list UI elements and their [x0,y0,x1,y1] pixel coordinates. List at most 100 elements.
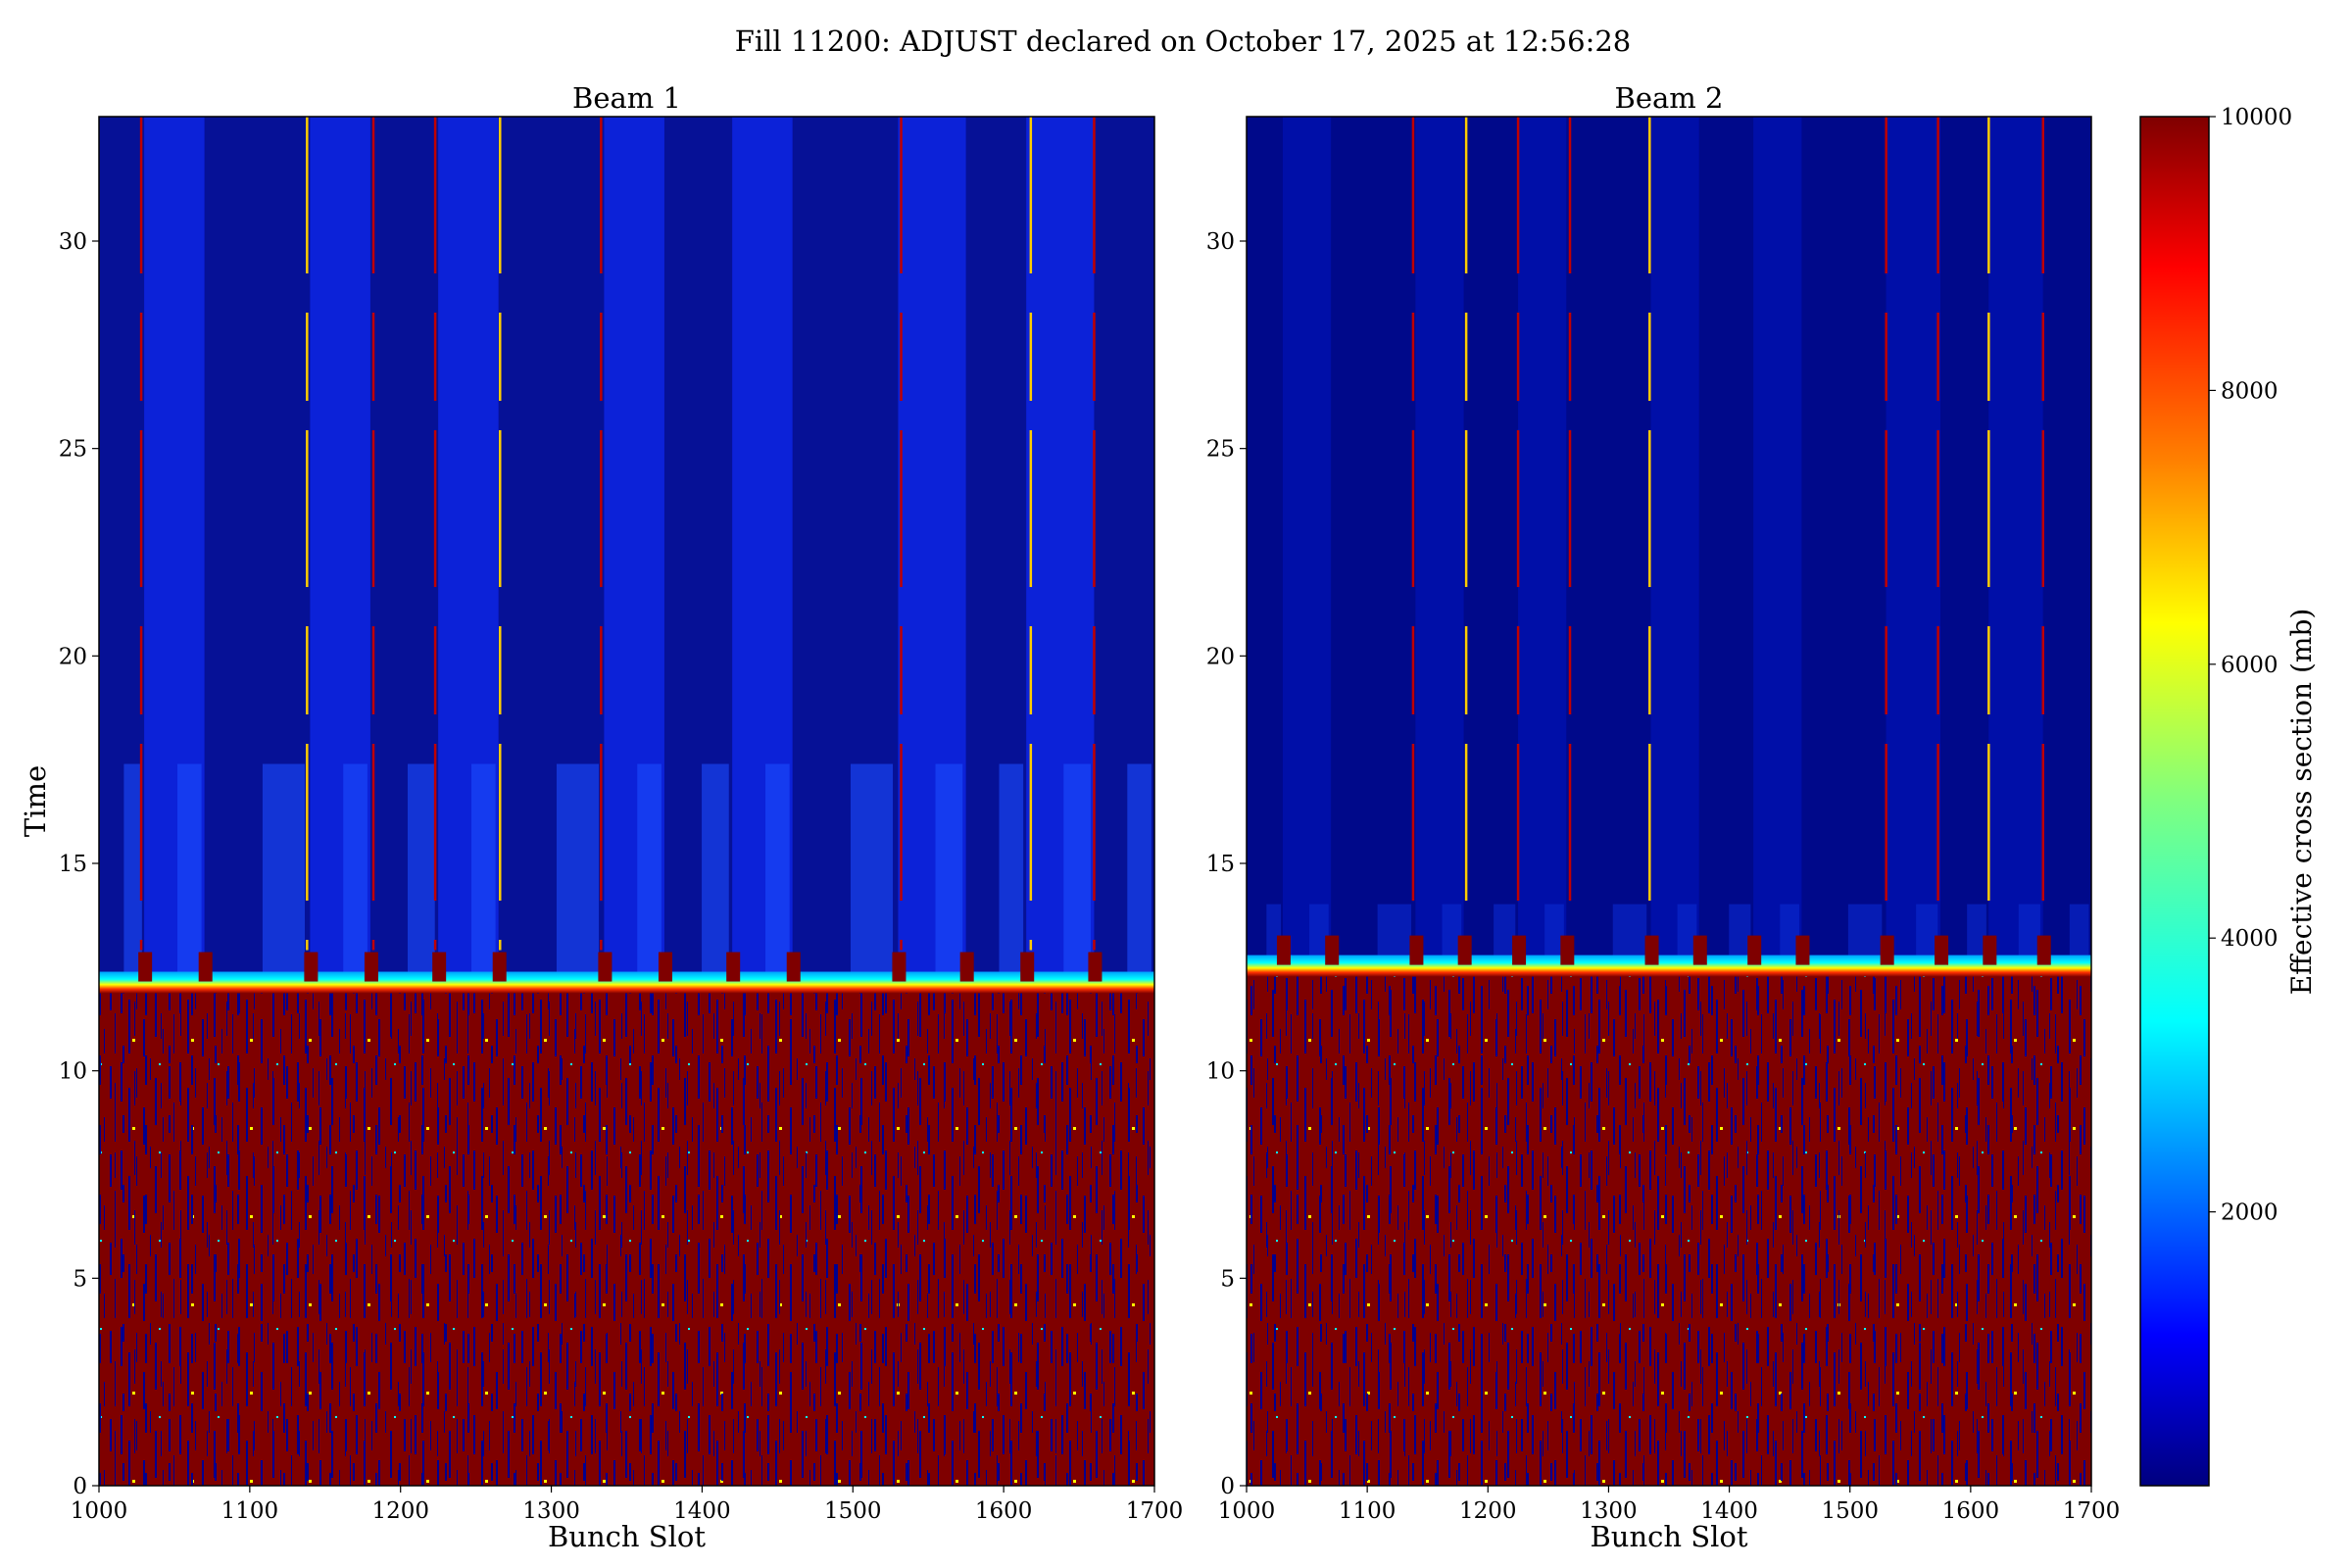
y-tick-label: 30 [1206,229,1235,255]
y-tick-label: 20 [1206,644,1235,669]
figure-suptitle: Fill 11200: ADJUST declared on October 1… [735,24,1632,58]
y-tick-label: 5 [73,1266,87,1292]
train-bump [138,952,153,982]
train-bump [1276,935,1291,965]
train-glow [2018,904,2040,963]
train-bump [658,952,672,982]
train-glow [999,763,1024,980]
colorbar-tick-label: 2000 [2221,1200,2278,1226]
train-bump [364,952,378,982]
y-tick-label: 25 [59,437,87,463]
train-glow [1729,904,1751,963]
train-glow [1127,763,1152,980]
x-tick-label: 1400 [1700,1498,1758,1524]
train-glow [262,763,306,980]
y-tick-label: 20 [59,644,87,669]
train-bump [1692,935,1707,965]
x-axis-label: Bunch Slot [548,1520,706,1553]
train-bump [1512,935,1527,965]
x-tick-label: 1600 [1942,1498,2000,1524]
x-tick-label: 1100 [1339,1498,1396,1524]
train-glow [935,763,963,980]
train-stripe [1886,117,1941,963]
train-stripe [1650,117,1699,963]
y-axis-label: Time [19,765,52,837]
train-stripe [1753,117,1802,963]
train-glow [1309,904,1329,963]
x-tick-label: 1200 [371,1498,429,1524]
train-stripe [1698,117,1754,963]
colorbar: Effective cross section (mb) 2000 4000 600… [2139,105,2318,1487]
train-stripe [1566,117,1651,963]
panel-title: Beam 1 [572,81,681,115]
x-tick-label: 1000 [71,1498,128,1524]
train-stripe [1463,117,1519,963]
train-bump [304,952,318,982]
x-tick-label: 1100 [221,1498,279,1524]
colorbar-tick-label: 10000 [2221,105,2292,130]
train-glow [1916,904,1938,963]
train-bump [2036,935,2051,965]
train-glow [343,763,368,980]
y-tick-label: 30 [59,229,87,255]
train-glow [1494,904,1516,963]
train-bump [1088,952,1102,982]
train-glow [177,763,202,980]
y-tick-label: 15 [1206,852,1235,877]
train-bump [1409,935,1424,965]
train-bump [492,952,507,982]
train-bump [198,952,213,982]
train-glow [1780,904,1799,963]
train-bump [786,952,801,982]
y-tick-label: 15 [59,852,87,877]
train-stripe [1415,117,1464,963]
y-tick-label: 0 [1220,1474,1235,1499]
train-stripe [1247,117,1283,963]
train-stripe [1940,117,1989,963]
x-tick-label: 1300 [1580,1498,1638,1524]
train-bump [959,952,974,982]
x-tick-label: 1500 [824,1498,882,1524]
beam-2-panel: Beam 2 1000 1100 1200 1300 1400 1500 1600 1700 0 5… [1206,81,2121,1553]
train-glow [1063,763,1091,980]
colorbar-gradient [2139,116,2210,1487]
train-stripe [1988,117,2043,963]
x-tick-label: 1500 [1821,1498,1879,1524]
train-glow [1442,904,1462,963]
train-bump [1325,935,1340,965]
train-glow [408,763,435,980]
x-tick-label: 1000 [1218,1498,1276,1524]
train-glow [1544,904,1564,963]
heatmap-lower-texture [99,979,1154,1486]
colorbar-tick-label: 4000 [2221,926,2278,952]
train-glow [702,763,729,980]
heatmap-lower-texture [1247,962,2091,1486]
train-bump [1880,935,1894,965]
train-glow [2069,904,2089,963]
train-bump [1644,935,1659,965]
train-glow [1677,904,1697,963]
y-tick-label: 5 [1220,1266,1235,1292]
y-tick-label: 0 [73,1474,87,1499]
x-axis-label: Bunch Slot [1590,1520,1747,1553]
train-bump [1560,935,1575,965]
train-glow [1612,904,1647,963]
train-glow [1967,904,1986,963]
colorbar-tick-label: 8000 [2221,378,2278,404]
x-tick-label: 1200 [1459,1498,1517,1524]
train-stripe [1518,117,1567,963]
x-tick-label: 1700 [1126,1498,1184,1524]
train-stripe [2042,117,2091,963]
train-bump [1747,935,1762,965]
transition-band [99,971,1154,994]
x-tick-label: 1700 [2063,1498,2121,1524]
y-tick-label: 10 [1206,1059,1235,1085]
train-bump [1457,935,1472,965]
axes-frame [98,116,1155,1487]
train-glow [1377,904,1412,963]
train-bump [892,952,906,982]
axes-frame [1246,116,2092,1487]
train-glow [637,763,662,980]
panel-title: Beam 2 [1615,81,1724,115]
train-glow [1847,904,1883,963]
